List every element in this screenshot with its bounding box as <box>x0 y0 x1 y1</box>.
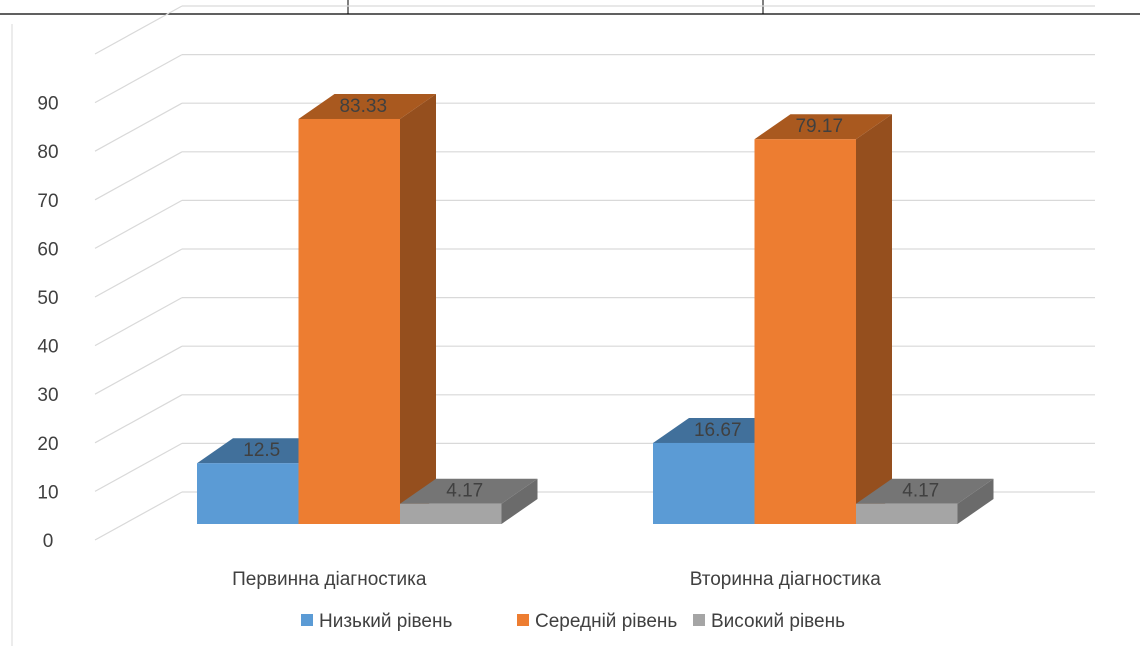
legend-swatch <box>301 614 313 626</box>
gridline-side <box>94 199 183 249</box>
gridline-side <box>94 394 183 444</box>
legend-label: Низький рівень <box>319 611 452 632</box>
y-tick-label: 80 <box>37 142 58 163</box>
legend-label: Середній рівень <box>535 611 677 632</box>
bar-high <box>400 503 502 524</box>
data-label: 83.33 <box>339 96 387 117</box>
y-tick-label: 10 <box>37 482 58 503</box>
legend-swatch <box>693 614 705 626</box>
bar-side <box>856 114 892 524</box>
gridline-side <box>94 248 183 298</box>
bars <box>197 93 994 524</box>
legend: Низький рівень Середній рівень Високий рів… <box>301 611 845 632</box>
gridline-side <box>94 345 183 395</box>
gridline-side <box>94 151 183 201</box>
gridline-side <box>94 297 183 347</box>
data-label: 4.17 <box>902 481 939 502</box>
y-tick-label: 60 <box>37 239 58 260</box>
bar-side <box>400 93 436 524</box>
legend-swatch <box>517 614 529 626</box>
y-tick-label: 0 <box>43 531 54 552</box>
category-label: Первинна діагностика <box>232 569 427 590</box>
legend-item: Низький рівень <box>301 611 452 632</box>
y-tick-label: 70 <box>37 191 58 212</box>
y-tick-label: 40 <box>37 337 58 358</box>
gridline-side <box>94 442 183 492</box>
y-tick-label: 20 <box>37 434 58 455</box>
gridline-side <box>94 5 183 55</box>
legend-item: Середній рівень <box>517 611 677 632</box>
bar-top <box>298 93 436 119</box>
data-label: 4.17 <box>446 481 483 502</box>
bar-low <box>653 442 755 524</box>
bar-medium <box>298 118 400 524</box>
legend-item: Високий рівень <box>693 611 845 632</box>
bar-top <box>400 478 538 504</box>
data-label: 16.67 <box>694 420 742 441</box>
bar-medium <box>754 139 856 524</box>
x-axis-categories: Первинна діагностика Вторинна діагностика <box>232 569 881 590</box>
data-label: 79.17 <box>795 116 843 137</box>
gridline-side <box>94 54 183 104</box>
gridline-side <box>94 491 183 541</box>
y-tick-label: 90 <box>37 94 58 115</box>
bar-side <box>501 478 538 524</box>
bar-side <box>957 478 994 524</box>
data-labels: 12.5 83.33 4.17 16.67 79.17 4.17 <box>243 96 939 502</box>
y-tick-label: 50 <box>37 288 58 309</box>
gridline-side <box>94 102 183 152</box>
bar-low <box>197 463 299 524</box>
bar-top <box>856 478 994 504</box>
data-label: 12.5 <box>243 440 280 461</box>
bar-top <box>754 114 892 140</box>
bar-high <box>856 503 958 524</box>
legend-label: Високий рівень <box>711 611 845 632</box>
y-axis-ticks: 0 10 20 30 40 50 60 70 80 90 <box>37 94 58 552</box>
y-tick-label: 30 <box>37 385 58 406</box>
category-label: Вторинна діагностика <box>690 569 882 590</box>
